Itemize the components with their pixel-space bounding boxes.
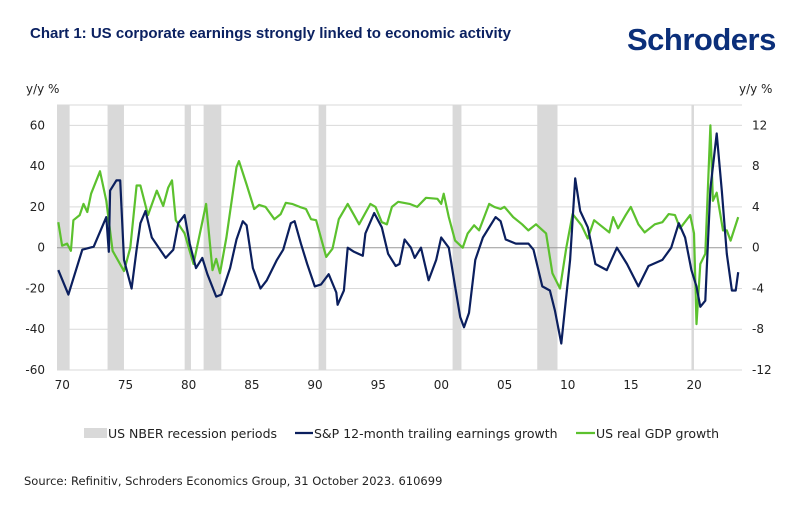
source-note: Source: Refinitiv, Schroders Economics G… — [24, 474, 442, 488]
x-tick-label: 80 — [181, 378, 196, 392]
x-tick-label: 90 — [307, 378, 322, 392]
left-tick-label: 0 — [37, 241, 45, 255]
chart-title: Chart 1: US corporate earnings strongly … — [30, 25, 512, 42]
gdp-growth-line — [57, 124, 740, 326]
recession-band — [57, 105, 70, 370]
right-tick-label: -4 — [752, 281, 764, 295]
right-tick-label: 0 — [752, 241, 760, 255]
right-y-ticks: 12 8 4 0 -4 -8 -12 — [752, 118, 772, 377]
legend-label-earnings: S&P 12-month trailing earnings growth — [314, 426, 558, 441]
x-tick-label: 15 — [623, 378, 638, 392]
recession-band — [203, 105, 222, 370]
legend-swatch-recession — [84, 428, 107, 438]
earnings-growth-line — [57, 132, 740, 345]
left-tick-label: -40 — [25, 322, 45, 336]
left-axis-label: y/y % — [26, 82, 59, 96]
series-lines — [57, 124, 740, 345]
x-tick-label: 95 — [371, 378, 386, 392]
left-tick-label: 40 — [30, 159, 45, 173]
legend-label-gdp: US real GDP growth — [596, 426, 719, 441]
x-tick-label: 05 — [497, 378, 512, 392]
recession-band — [107, 105, 124, 370]
x-ticks: 70 75 80 85 90 95 00 05 10 15 20 — [55, 378, 702, 392]
left-tick-label: 20 — [30, 200, 45, 214]
right-tick-label: 12 — [752, 118, 767, 132]
x-tick-label: 75 — [118, 378, 133, 392]
recession-band — [691, 105, 694, 370]
legend-label-recession: US NBER recession periods — [108, 426, 277, 441]
recession-band — [452, 105, 462, 370]
recession-band — [318, 105, 327, 370]
left-tick-label: -20 — [25, 281, 45, 295]
x-tick-label: 20 — [687, 378, 702, 392]
right-tick-label: 4 — [752, 200, 760, 214]
left-tick-label: -60 — [25, 363, 45, 377]
x-tick-label: 10 — [560, 378, 575, 392]
right-tick-label: -12 — [752, 363, 772, 377]
right-tick-label: -8 — [752, 322, 764, 336]
x-tick-label: 85 — [244, 378, 259, 392]
legend: US NBER recession periods S&P 12-month t… — [84, 426, 719, 441]
x-tick-label: 70 — [55, 378, 70, 392]
left-y-ticks: 60 40 20 0 -20 -40 -60 — [25, 118, 45, 377]
x-tick-label: 00 — [434, 378, 449, 392]
gridlines — [57, 104, 742, 371]
left-tick-label: 60 — [30, 118, 45, 132]
right-axis-label: y/y % — [739, 82, 772, 96]
right-tick-label: 8 — [752, 159, 760, 173]
schroders-logo: Schroders — [627, 22, 776, 57]
